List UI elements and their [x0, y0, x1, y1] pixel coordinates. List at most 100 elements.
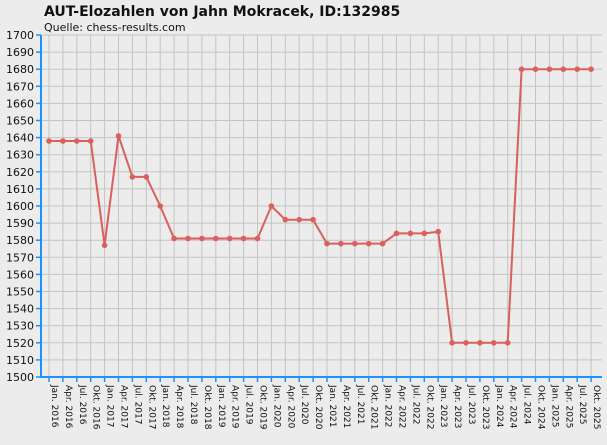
- y-tick-label: 1620: [6, 166, 34, 179]
- y-tick-label: 1500: [6, 371, 34, 384]
- x-tick-label: Okt. 2019: [258, 385, 268, 430]
- y-axis-ticks: 1500 1510 1520 1530 1540 1550 1560 1570 1580 1590…: [6, 29, 41, 384]
- data-point: [310, 216, 316, 223]
- y-tick-label: 1590: [6, 217, 34, 230]
- x-tick-label: Jan. 2018: [160, 384, 170, 428]
- data-point: [171, 235, 177, 242]
- x-tick-label: Jan. 2019: [216, 384, 226, 428]
- y-tick-label: 1570: [6, 251, 34, 264]
- y-tick-label: 1690: [6, 46, 34, 59]
- data-point: [421, 230, 428, 237]
- y-tick-label: 1520: [6, 337, 34, 350]
- data-point: [338, 240, 344, 247]
- chart-subtitle: Quelle: chess-results.com: [44, 21, 186, 34]
- y-tick-label: 1540: [6, 303, 34, 316]
- x-tick-label: Okt. 2023: [480, 385, 490, 429]
- data-point: [407, 230, 414, 237]
- y-tick-label: 1700: [6, 29, 34, 42]
- x-tick-label: Okt. 2016: [91, 385, 101, 430]
- data-point: [87, 138, 94, 144]
- x-tick-label: Jan. 2017: [105, 384, 115, 428]
- data-point: [60, 138, 66, 144]
- data-point: [282, 216, 289, 223]
- x-tick-label: Apr. 2019: [230, 385, 240, 429]
- y-tick-label: 1600: [6, 200, 34, 213]
- x-tick-label: Okt. 2025: [591, 385, 601, 429]
- x-tick-label: Apr. 2024: [508, 385, 518, 429]
- y-tick-label: 1640: [6, 132, 34, 145]
- data-point: [240, 235, 247, 242]
- x-tick-label: Apr. 2018: [174, 385, 184, 429]
- x-tick-label: Apr. 2016: [63, 385, 73, 429]
- x-tick-label: Jul. 2017: [132, 384, 142, 425]
- y-tick-label: 1580: [6, 234, 34, 247]
- data-point: [226, 235, 233, 242]
- x-axis-ticks: Jan. 2016 Apr. 2016 Jul. 2016 Okt. 2016 Jan.…: [48, 377, 601, 430]
- data-point: [46, 138, 52, 144]
- data-point: [574, 66, 580, 72]
- x-tick-label: Okt. 2018: [202, 385, 212, 430]
- x-tick-label: Jan. 2021: [327, 384, 337, 428]
- x-tick-label: Jul. 2019: [244, 384, 254, 425]
- y-tick-label: 1680: [6, 63, 34, 76]
- data-point: [268, 203, 275, 209]
- data-point: [560, 66, 567, 72]
- y-tick-label: 1650: [6, 115, 34, 128]
- x-tick-label: Jan. 2016: [49, 384, 59, 428]
- data-point: [588, 66, 594, 72]
- data-point: [199, 235, 205, 242]
- data-point: [477, 340, 483, 346]
- data-point: [254, 235, 261, 242]
- data-point: [101, 242, 108, 249]
- x-tick-label: Apr. 2022: [397, 385, 407, 428]
- data-point: [504, 340, 511, 346]
- data-point: [185, 235, 191, 242]
- x-tick-label: Okt. 2024: [536, 385, 546, 430]
- chart-title: AUT-Elozahlen von Jahn Mokracek, ID:1329…: [44, 4, 400, 20]
- x-tick-label: Apr. 2017: [119, 385, 129, 428]
- x-tick-label: Apr. 2020: [285, 385, 295, 429]
- data-point: [435, 228, 442, 235]
- x-tick-label: Jan. 2024: [494, 384, 504, 428]
- data-point: [393, 230, 400, 237]
- x-tick-label: Jul. 2018: [188, 384, 198, 425]
- data-point: [157, 203, 163, 209]
- x-tick-label: Apr. 2023: [452, 385, 462, 428]
- x-tick-label: Okt. 2017: [146, 385, 156, 429]
- data-point: [74, 138, 80, 144]
- data-point: [365, 240, 372, 247]
- x-tick-label: Jul. 2023: [466, 384, 476, 425]
- data-point: [491, 340, 497, 346]
- data-point: [296, 216, 303, 223]
- data-point: [324, 240, 330, 247]
- data-point: [143, 174, 150, 180]
- x-tick-label: Jul. 2025: [577, 384, 587, 425]
- x-tick-label: Jan. 2025: [549, 384, 559, 428]
- y-tick-label: 1510: [6, 354, 34, 367]
- data-point: [213, 235, 219, 242]
- y-tick-label: 1670: [6, 80, 34, 93]
- x-tick-label: Okt. 2022: [424, 385, 434, 429]
- x-tick-label: Okt. 2021: [369, 385, 379, 429]
- x-tick-label: Apr. 2025: [563, 385, 573, 428]
- grid-lines: [42, 34, 602, 378]
- x-tick-label: Jul. 2022: [410, 384, 420, 425]
- data-point: [518, 66, 525, 72]
- data-point: [532, 66, 539, 72]
- data-point: [115, 133, 122, 139]
- data-point: [449, 340, 455, 346]
- y-tick-label: 1560: [6, 268, 34, 281]
- y-tick-label: 1550: [6, 286, 34, 299]
- x-tick-label: Apr. 2021: [341, 385, 351, 428]
- y-tick-label: 1610: [6, 183, 34, 196]
- data-point: [379, 240, 386, 247]
- series-line: [49, 68, 592, 344]
- data-point: [129, 174, 136, 180]
- x-tick-label: Okt. 2020: [313, 385, 323, 430]
- x-tick-label: Jul. 2021: [355, 384, 365, 425]
- x-tick-label: Jul. 2020: [299, 384, 309, 425]
- y-tick-label: 1660: [6, 97, 34, 110]
- data-point: [546, 66, 553, 72]
- series-elo: [46, 66, 594, 346]
